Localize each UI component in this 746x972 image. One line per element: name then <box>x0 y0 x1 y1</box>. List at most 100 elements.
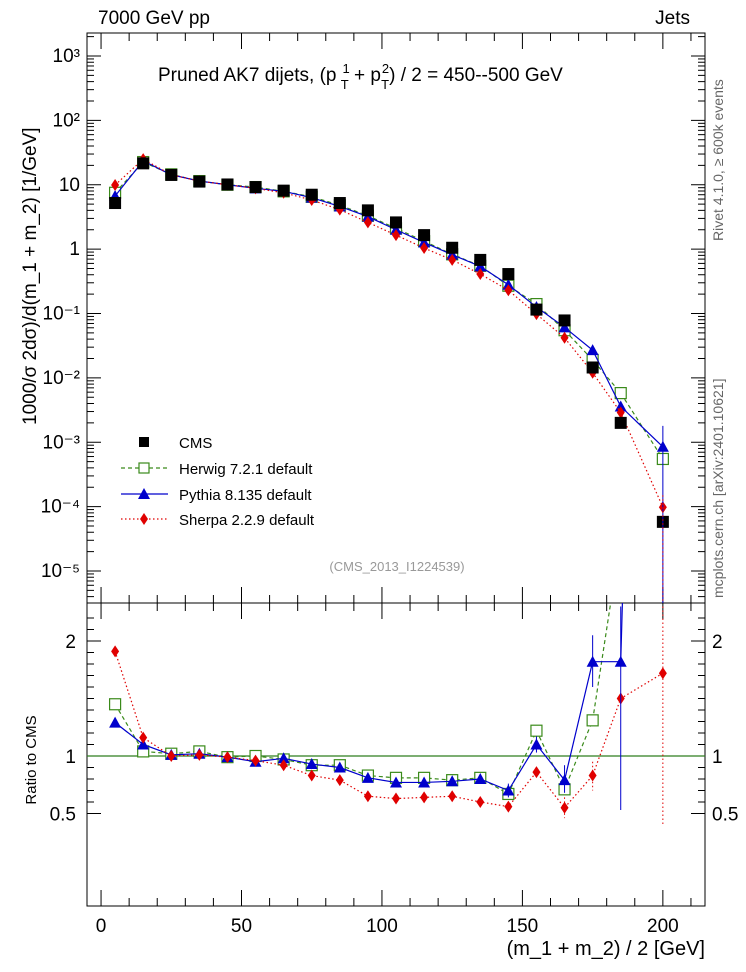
main-series-group <box>108 153 669 603</box>
data-point <box>560 331 569 344</box>
legend-label-cms: CMS <box>179 435 212 452</box>
data-point <box>165 168 178 181</box>
ratio-point <box>111 645 120 658</box>
data-point <box>558 314 571 327</box>
ratio-point <box>251 754 260 767</box>
ratio-point <box>392 792 400 805</box>
ratio-point <box>658 667 667 680</box>
main-axis-ticks: 10⁻⁵ 10⁻⁴ 10⁻³ 10⁻² 10⁻¹ 1 10 10² 10³ <box>41 33 705 603</box>
legend-marker-cms <box>139 437 149 447</box>
ratio-point <box>195 748 204 761</box>
main-y-tick-label: 10 <box>59 175 80 196</box>
main-y-axis-title: 1000/σ 2dσ)/d(m_1 + m_2) [1/GeV] <box>20 127 41 425</box>
ratio-point <box>167 750 176 762</box>
series-line <box>114 161 664 460</box>
ratio-axis-ticks: 0 50 100 150 200 0.5 0.5 1 1 2 2 <box>50 603 738 937</box>
main-y-tick-label: 10⁻¹ <box>43 304 81 325</box>
ratio-point <box>109 716 122 728</box>
main-y-tick-label: 10⁻² <box>43 368 81 389</box>
data-point <box>586 361 599 374</box>
ratio-point <box>137 738 150 750</box>
ratio-point <box>504 800 513 813</box>
legend-entry-herwig: Herwig 7.2.1 default <box>121 461 313 478</box>
data-point <box>504 284 513 297</box>
title-plus: + p <box>349 65 381 86</box>
title-sub2: T <box>381 77 389 92</box>
legend-entry-sherpa: Sherpa 2.2.9 default <box>121 512 315 529</box>
ratio-point <box>420 791 429 804</box>
legend-entry-cms: CMS <box>139 435 212 452</box>
header-jets-label: Jets <box>655 8 690 29</box>
ratio-point <box>223 751 232 764</box>
main-y-tick-label: 10⁻⁵ <box>41 561 80 582</box>
legend-entry-pythia: Pythia 8.135 default <box>121 487 312 504</box>
main-y-tick-label: 1 <box>69 239 80 260</box>
legend: CMS Herwig 7.2.1 default Pythia 8.135 de… <box>121 435 315 529</box>
ratio-point <box>448 790 457 803</box>
title-sub1: T <box>341 77 349 92</box>
ratio-series-sherpa <box>111 645 667 814</box>
data-point <box>305 188 318 201</box>
ratio-point <box>305 758 318 770</box>
data-point <box>390 216 402 229</box>
legend-marker-herwig <box>138 462 150 474</box>
main-y-tick-label: 10⁻³ <box>43 432 81 453</box>
ratio-x-tick-label: 150 <box>507 916 539 937</box>
data-point <box>333 197 346 210</box>
analysis-watermark: (CMS_2013_I1224539) <box>329 559 464 574</box>
ratio-series-pythia <box>109 603 627 796</box>
ratio-point <box>108 698 122 711</box>
series-pythia <box>109 154 669 452</box>
ratio-point <box>588 769 597 782</box>
data-point <box>446 241 459 254</box>
ratio-point <box>333 761 346 773</box>
series-line <box>114 158 664 508</box>
data-point <box>361 204 374 217</box>
ratio-point <box>476 796 485 808</box>
ratio-point <box>335 774 344 787</box>
data-point <box>558 321 571 333</box>
ratio-y-tick-label-left: 1 <box>65 747 76 768</box>
main-y-tick-label: 10⁻⁴ <box>41 497 80 518</box>
series-herwig <box>108 155 669 466</box>
ratio-point <box>139 731 148 744</box>
data-point <box>111 179 120 192</box>
ratio-x-tick-label: 0 <box>96 916 107 937</box>
data-point <box>474 253 487 266</box>
ratio-point <box>532 766 541 779</box>
ratio-point <box>361 771 374 783</box>
ratio-y-axis-title: Ratio to CMS <box>23 715 40 804</box>
legend-label-pythia: Pythia 8.135 default <box>179 487 312 504</box>
ratio-series-group <box>108 603 667 825</box>
ratio-y-tick-label-left: 0.5 <box>50 805 76 826</box>
data-point <box>614 387 627 400</box>
series-line <box>114 160 664 448</box>
data-point <box>418 229 431 242</box>
title-main: Pruned AK7 dijets, (p <box>158 65 337 86</box>
ratio-line <box>114 651 664 809</box>
legend-marker-pythia <box>138 488 150 499</box>
ratio-point <box>307 769 316 782</box>
ratio-y-tick-label-right: 1 <box>712 747 723 768</box>
data-point <box>249 181 262 194</box>
ratio-point <box>446 775 459 787</box>
legend-label-herwig: Herwig 7.2.1 default <box>179 461 313 478</box>
data-point <box>502 268 515 281</box>
title-sup2: 2 <box>382 61 389 76</box>
title-rest: ) / 2 = 450--500 GeV <box>389 65 563 86</box>
ratio-point <box>279 759 288 772</box>
data-point <box>418 236 431 248</box>
ratio-x-tick-label: 100 <box>366 916 398 937</box>
ratio-point <box>418 776 431 788</box>
ratio-y-tick-label-left: 2 <box>65 632 76 653</box>
ratio-point <box>390 776 402 788</box>
data-point <box>586 344 599 356</box>
data-point <box>530 303 543 316</box>
title-sup1: 1 <box>343 61 350 76</box>
ratio-point <box>277 752 290 764</box>
ratio-point <box>560 801 569 814</box>
main-y-tick-label: 10² <box>53 110 80 131</box>
ratio-point <box>363 790 372 803</box>
data-point <box>137 157 150 170</box>
data-point <box>616 406 625 419</box>
